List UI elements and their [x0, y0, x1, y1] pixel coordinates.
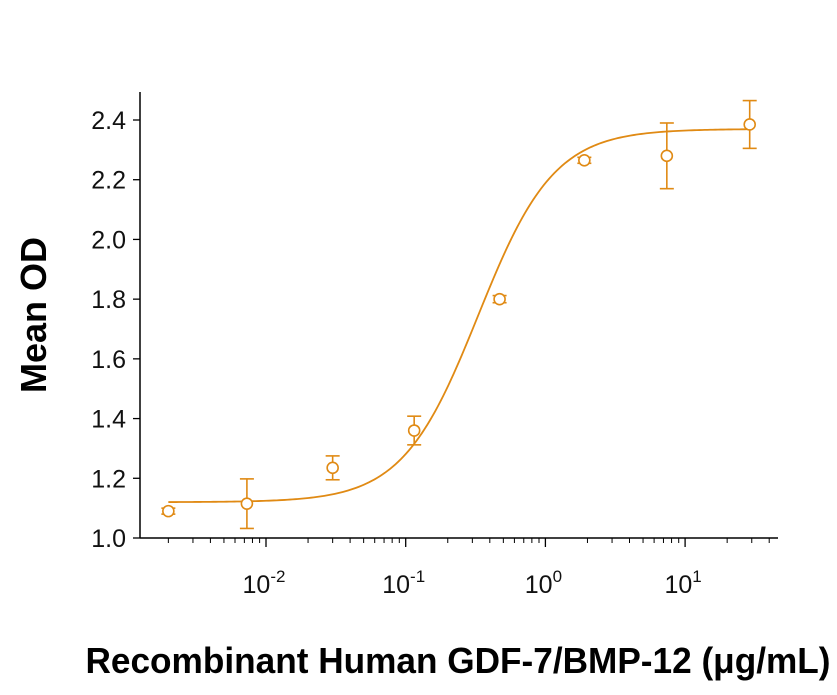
x-axis-title: Recombinant Human GDF-7/BMP-12 (μg/mL) — [86, 640, 831, 681]
x-tick-label: 101 — [664, 567, 701, 599]
y-tick-label: 2.0 — [91, 226, 126, 254]
point-marker — [240, 497, 254, 510]
point-marker — [162, 504, 175, 518]
y-tick-label: 1.2 — [91, 465, 126, 493]
y-tick-label: 1.8 — [91, 286, 126, 314]
y-tick-label: 2.2 — [91, 167, 126, 195]
y-tick-label: 1.4 — [91, 406, 126, 434]
point-marker — [743, 118, 756, 131]
axes — [139, 92, 778, 539]
point-marker — [660, 149, 674, 163]
data-point — [659, 122, 674, 190]
fit-curve-layer — [168, 128, 750, 503]
point-marker — [493, 292, 506, 306]
data-point — [407, 415, 422, 446]
x-tick-label: 10-1 — [382, 567, 425, 599]
data-point — [577, 154, 592, 167]
fit-curve — [168, 128, 750, 503]
y-tick-label: 1.6 — [91, 346, 126, 374]
y-axis-title: Mean OD — [13, 237, 54, 393]
data-point — [742, 99, 757, 150]
x-tick-label: 10-2 — [243, 567, 286, 599]
data-point — [325, 455, 340, 481]
point-marker — [578, 154, 591, 167]
y-tick-label: 2.4 — [91, 107, 126, 135]
data-point — [492, 292, 507, 306]
point-marker — [407, 424, 421, 437]
y-tick-label: 1.0 — [91, 525, 126, 553]
ticks: 1.0 1.2 1.4 1.6 1.8 2.0 2.2 2.4 10-2 10-1 100 101 — [91, 107, 770, 599]
data-point — [239, 478, 254, 530]
point-marker — [326, 461, 339, 475]
data-points — [161, 99, 757, 530]
x-tick-label: 100 — [525, 567, 562, 599]
data-point — [161, 504, 176, 518]
